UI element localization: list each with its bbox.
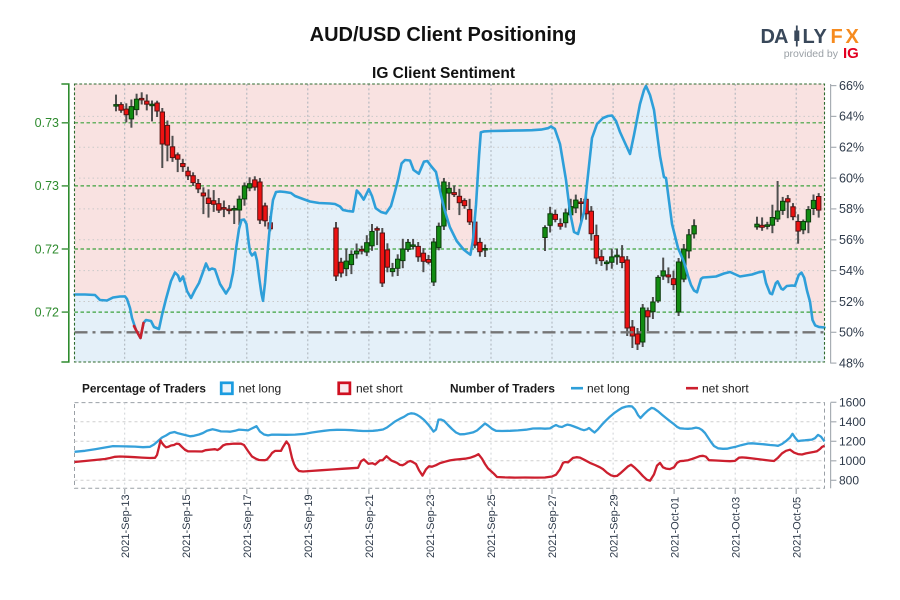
svg-text:56%: 56% xyxy=(839,233,864,247)
svg-text:1400: 1400 xyxy=(839,415,866,429)
svg-text:net long: net long xyxy=(239,381,282,395)
svg-text:2021-Sep-19: 2021-Sep-19 xyxy=(303,494,315,558)
svg-text:net short: net short xyxy=(702,381,749,395)
svg-text:2021-Sep-15: 2021-Sep-15 xyxy=(181,494,193,558)
svg-text:X: X xyxy=(846,26,860,48)
svg-text:provided by: provided by xyxy=(784,48,839,60)
svg-text:L: L xyxy=(803,26,815,48)
svg-text:2021-Sep-27: 2021-Sep-27 xyxy=(547,494,559,558)
svg-text:AUD/USD Client Positioning: AUD/USD Client Positioning xyxy=(310,24,577,46)
svg-text:1000: 1000 xyxy=(839,454,866,468)
svg-text:0.73: 0.73 xyxy=(35,116,59,130)
svg-text:2021-Sep-17: 2021-Sep-17 xyxy=(242,494,254,558)
svg-text:0.72: 0.72 xyxy=(35,242,59,256)
svg-text:IG Client Sentiment: IG Client Sentiment xyxy=(372,65,515,82)
svg-text:2021-Sep-29: 2021-Sep-29 xyxy=(608,494,620,558)
svg-text:A: A xyxy=(774,26,788,48)
svg-text:net long: net long xyxy=(587,381,630,395)
svg-text:2021-Oct-03: 2021-Oct-03 xyxy=(730,497,742,558)
svg-text:1600: 1600 xyxy=(839,396,866,410)
svg-text:2021-Sep-21: 2021-Sep-21 xyxy=(364,494,376,558)
svg-text:52%: 52% xyxy=(839,295,864,309)
svg-text:Y: Y xyxy=(814,26,828,48)
svg-text:D: D xyxy=(761,26,775,48)
svg-text:64%: 64% xyxy=(839,110,864,124)
svg-text:1200: 1200 xyxy=(839,435,866,449)
svg-text:54%: 54% xyxy=(839,264,864,278)
svg-text:62%: 62% xyxy=(839,141,864,155)
svg-text:0.73: 0.73 xyxy=(35,179,59,193)
svg-text:2021-Sep-25: 2021-Sep-25 xyxy=(486,494,498,558)
svg-text:48%: 48% xyxy=(839,356,864,370)
svg-text:800: 800 xyxy=(839,474,859,488)
svg-text:58%: 58% xyxy=(839,202,864,216)
svg-text:net short: net short xyxy=(356,381,403,395)
svg-text:Number of Traders: Number of Traders xyxy=(450,381,555,395)
svg-text:60%: 60% xyxy=(839,171,864,185)
svg-text:F: F xyxy=(831,26,843,48)
svg-text:Percentage of Traders: Percentage of Traders xyxy=(82,381,206,395)
svg-text:2021-Sep-13: 2021-Sep-13 xyxy=(120,494,132,558)
svg-text:50%: 50% xyxy=(839,326,864,340)
svg-text:0.72: 0.72 xyxy=(35,305,59,319)
svg-text:2021-Oct-05: 2021-Oct-05 xyxy=(792,497,804,558)
svg-text:2021-Sep-23: 2021-Sep-23 xyxy=(425,494,437,558)
svg-text:2021-Oct-01: 2021-Oct-01 xyxy=(669,497,681,558)
svg-text:66%: 66% xyxy=(839,79,864,93)
svg-text:IG: IG xyxy=(843,45,859,62)
